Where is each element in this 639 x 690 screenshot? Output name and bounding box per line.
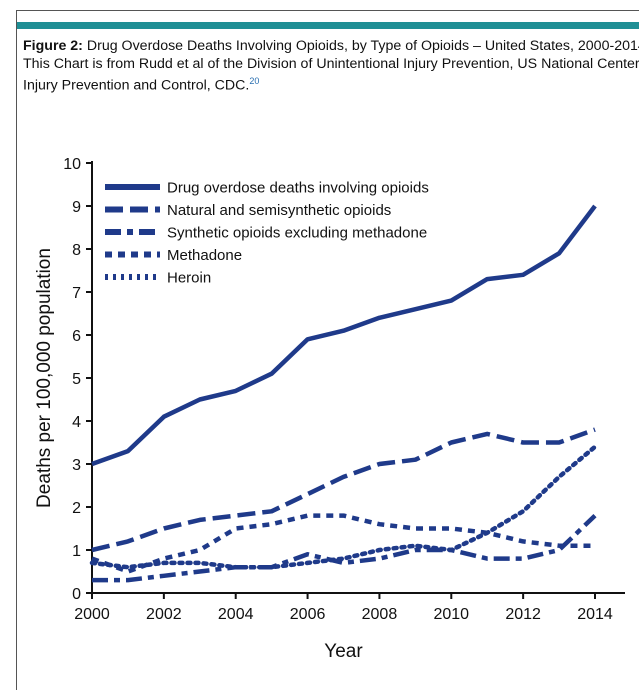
x-axis-title: Year <box>324 641 363 662</box>
legend-label: Synthetic opioids excluding methadone <box>167 225 427 242</box>
x-tick-label: 2004 <box>218 606 254 623</box>
legend-label: Methadone <box>167 247 242 264</box>
legend-label: Drug overdose deaths involving opioids <box>167 180 429 197</box>
x-tick-label: 2008 <box>362 606 398 623</box>
legend-label: Heroin <box>167 270 211 287</box>
x-tick-label: 2014 <box>577 606 613 623</box>
series-line-4 <box>91 513 595 574</box>
series-line-1 <box>91 204 597 467</box>
legend-label: Natural and semisynthetic opioids <box>167 202 391 219</box>
caption-text: Drug Overdose Deaths Involving Opioids, … <box>23 38 639 94</box>
y-tick-label: 2 <box>72 500 81 517</box>
x-tick-label: 2002 <box>146 606 182 623</box>
y-tick-label: 5 <box>72 371 81 388</box>
y-tick-label: 6 <box>72 328 81 345</box>
x-tick-label: 2010 <box>433 606 469 623</box>
y-tick-label: 10 <box>63 156 81 173</box>
y-tick-label: 4 <box>72 414 81 431</box>
x-tick-label: 2000 <box>74 606 110 623</box>
y-tick-label: 1 <box>72 543 81 560</box>
series-line-2 <box>91 427 596 553</box>
series-line-3 <box>92 513 597 583</box>
figure-frame <box>16 10 639 690</box>
y-tick-label: 3 <box>72 457 81 474</box>
y-tick-label: 8 <box>72 242 81 259</box>
y-axis-title: Deaths per 100,000 population <box>34 248 55 508</box>
caption-reference: 20 <box>249 76 260 86</box>
caption-label: Figure 2: <box>23 38 83 54</box>
series-line-5 <box>89 444 598 570</box>
accent-bar <box>17 22 639 29</box>
y-tick-label: 7 <box>72 285 81 302</box>
y-tick-label: 0 <box>72 586 81 603</box>
x-tick-label: 2006 <box>290 606 326 623</box>
figure-caption: Figure 2: Drug Overdose Deaths Involving… <box>23 38 639 95</box>
x-tick-label: 2012 <box>505 606 541 623</box>
y-tick-label: 9 <box>72 199 81 216</box>
